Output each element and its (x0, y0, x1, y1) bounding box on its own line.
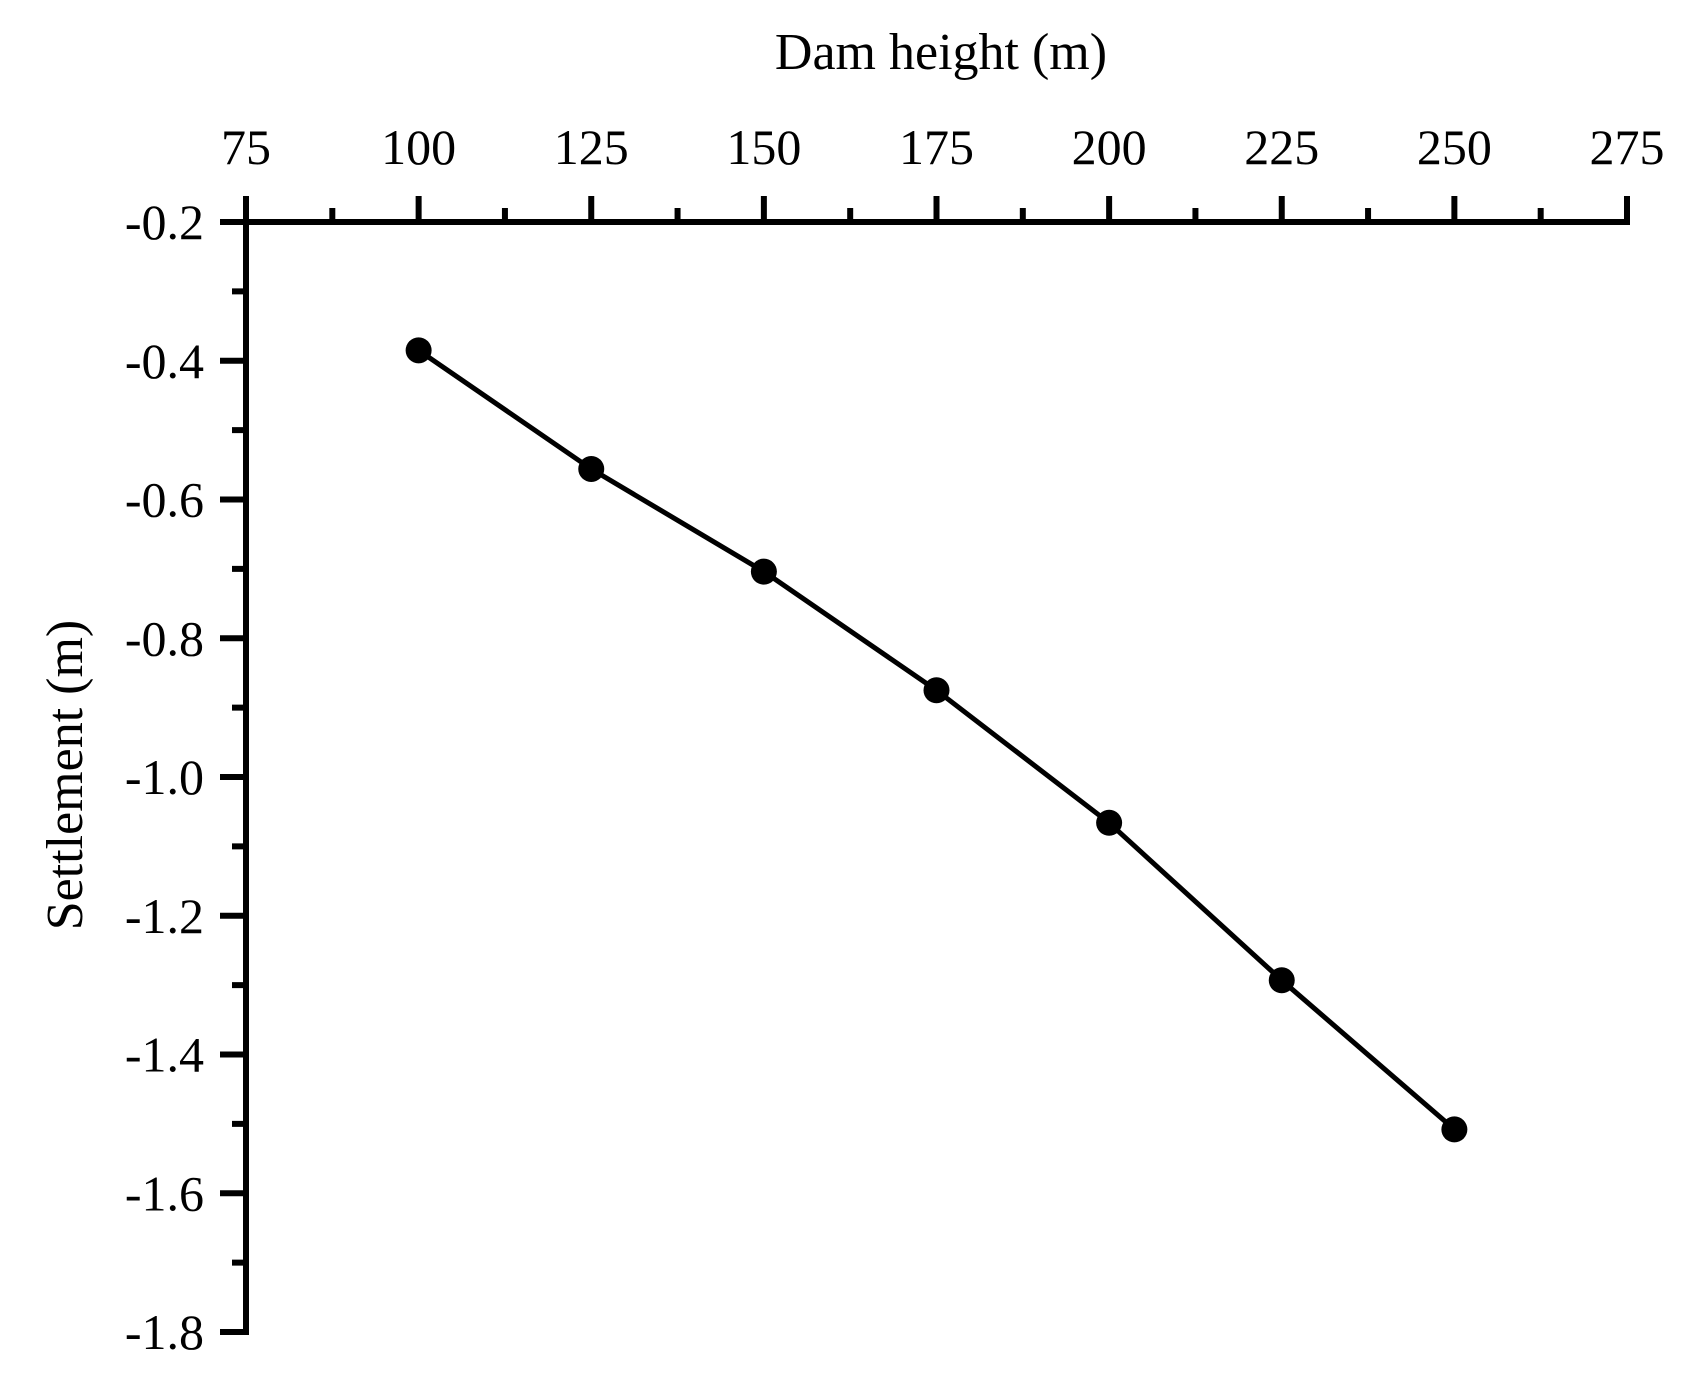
y-tick-label: -0.4 (125, 333, 204, 389)
data-point (1268, 967, 1295, 994)
x-tick-label: 250 (1417, 119, 1492, 175)
x-tick-label: 150 (726, 119, 801, 175)
x-tick-label: 125 (554, 119, 629, 175)
y-tick-label: -0.2 (125, 194, 204, 250)
y-axis-ticks: -0.2 -0.4 -0.6 -0.8 -1.0 -1.2 -1.4 -1.6 -1.8 (125, 194, 246, 1360)
series-line (417, 348, 1457, 1132)
data-point (1096, 809, 1123, 836)
x-tick-label: 200 (1072, 119, 1147, 175)
data-point (578, 455, 605, 482)
x-axis-title: Dam height (m) (775, 24, 1107, 81)
data-point (923, 677, 950, 704)
x-tick-label: 75 (221, 119, 271, 175)
y-tick-label: -1.4 (125, 1027, 204, 1083)
y-tick-label: -0.6 (125, 472, 204, 528)
y-tick-label: -1.6 (125, 1165, 204, 1221)
y-tick-label: -1.8 (125, 1304, 204, 1360)
y-tick-label: -0.8 (125, 610, 204, 666)
x-axis-ticks: 75 100 125 150 175 200 225 250 275 (221, 119, 1665, 222)
data-point (750, 558, 777, 585)
data-point (405, 337, 432, 364)
x-tick-label: 100 (381, 119, 456, 175)
x-tick-label: 225 (1244, 119, 1319, 175)
axes (243, 219, 1630, 1335)
data-point (1441, 1116, 1468, 1143)
x-tick-label: 175 (899, 119, 974, 175)
plot-series (405, 337, 1468, 1143)
y-axis-title: Settlement (m) (37, 620, 94, 930)
x-tick-label: 275 (1590, 119, 1665, 175)
y-tick-label: -1.0 (125, 749, 204, 805)
y-tick-label: -1.2 (125, 888, 204, 944)
